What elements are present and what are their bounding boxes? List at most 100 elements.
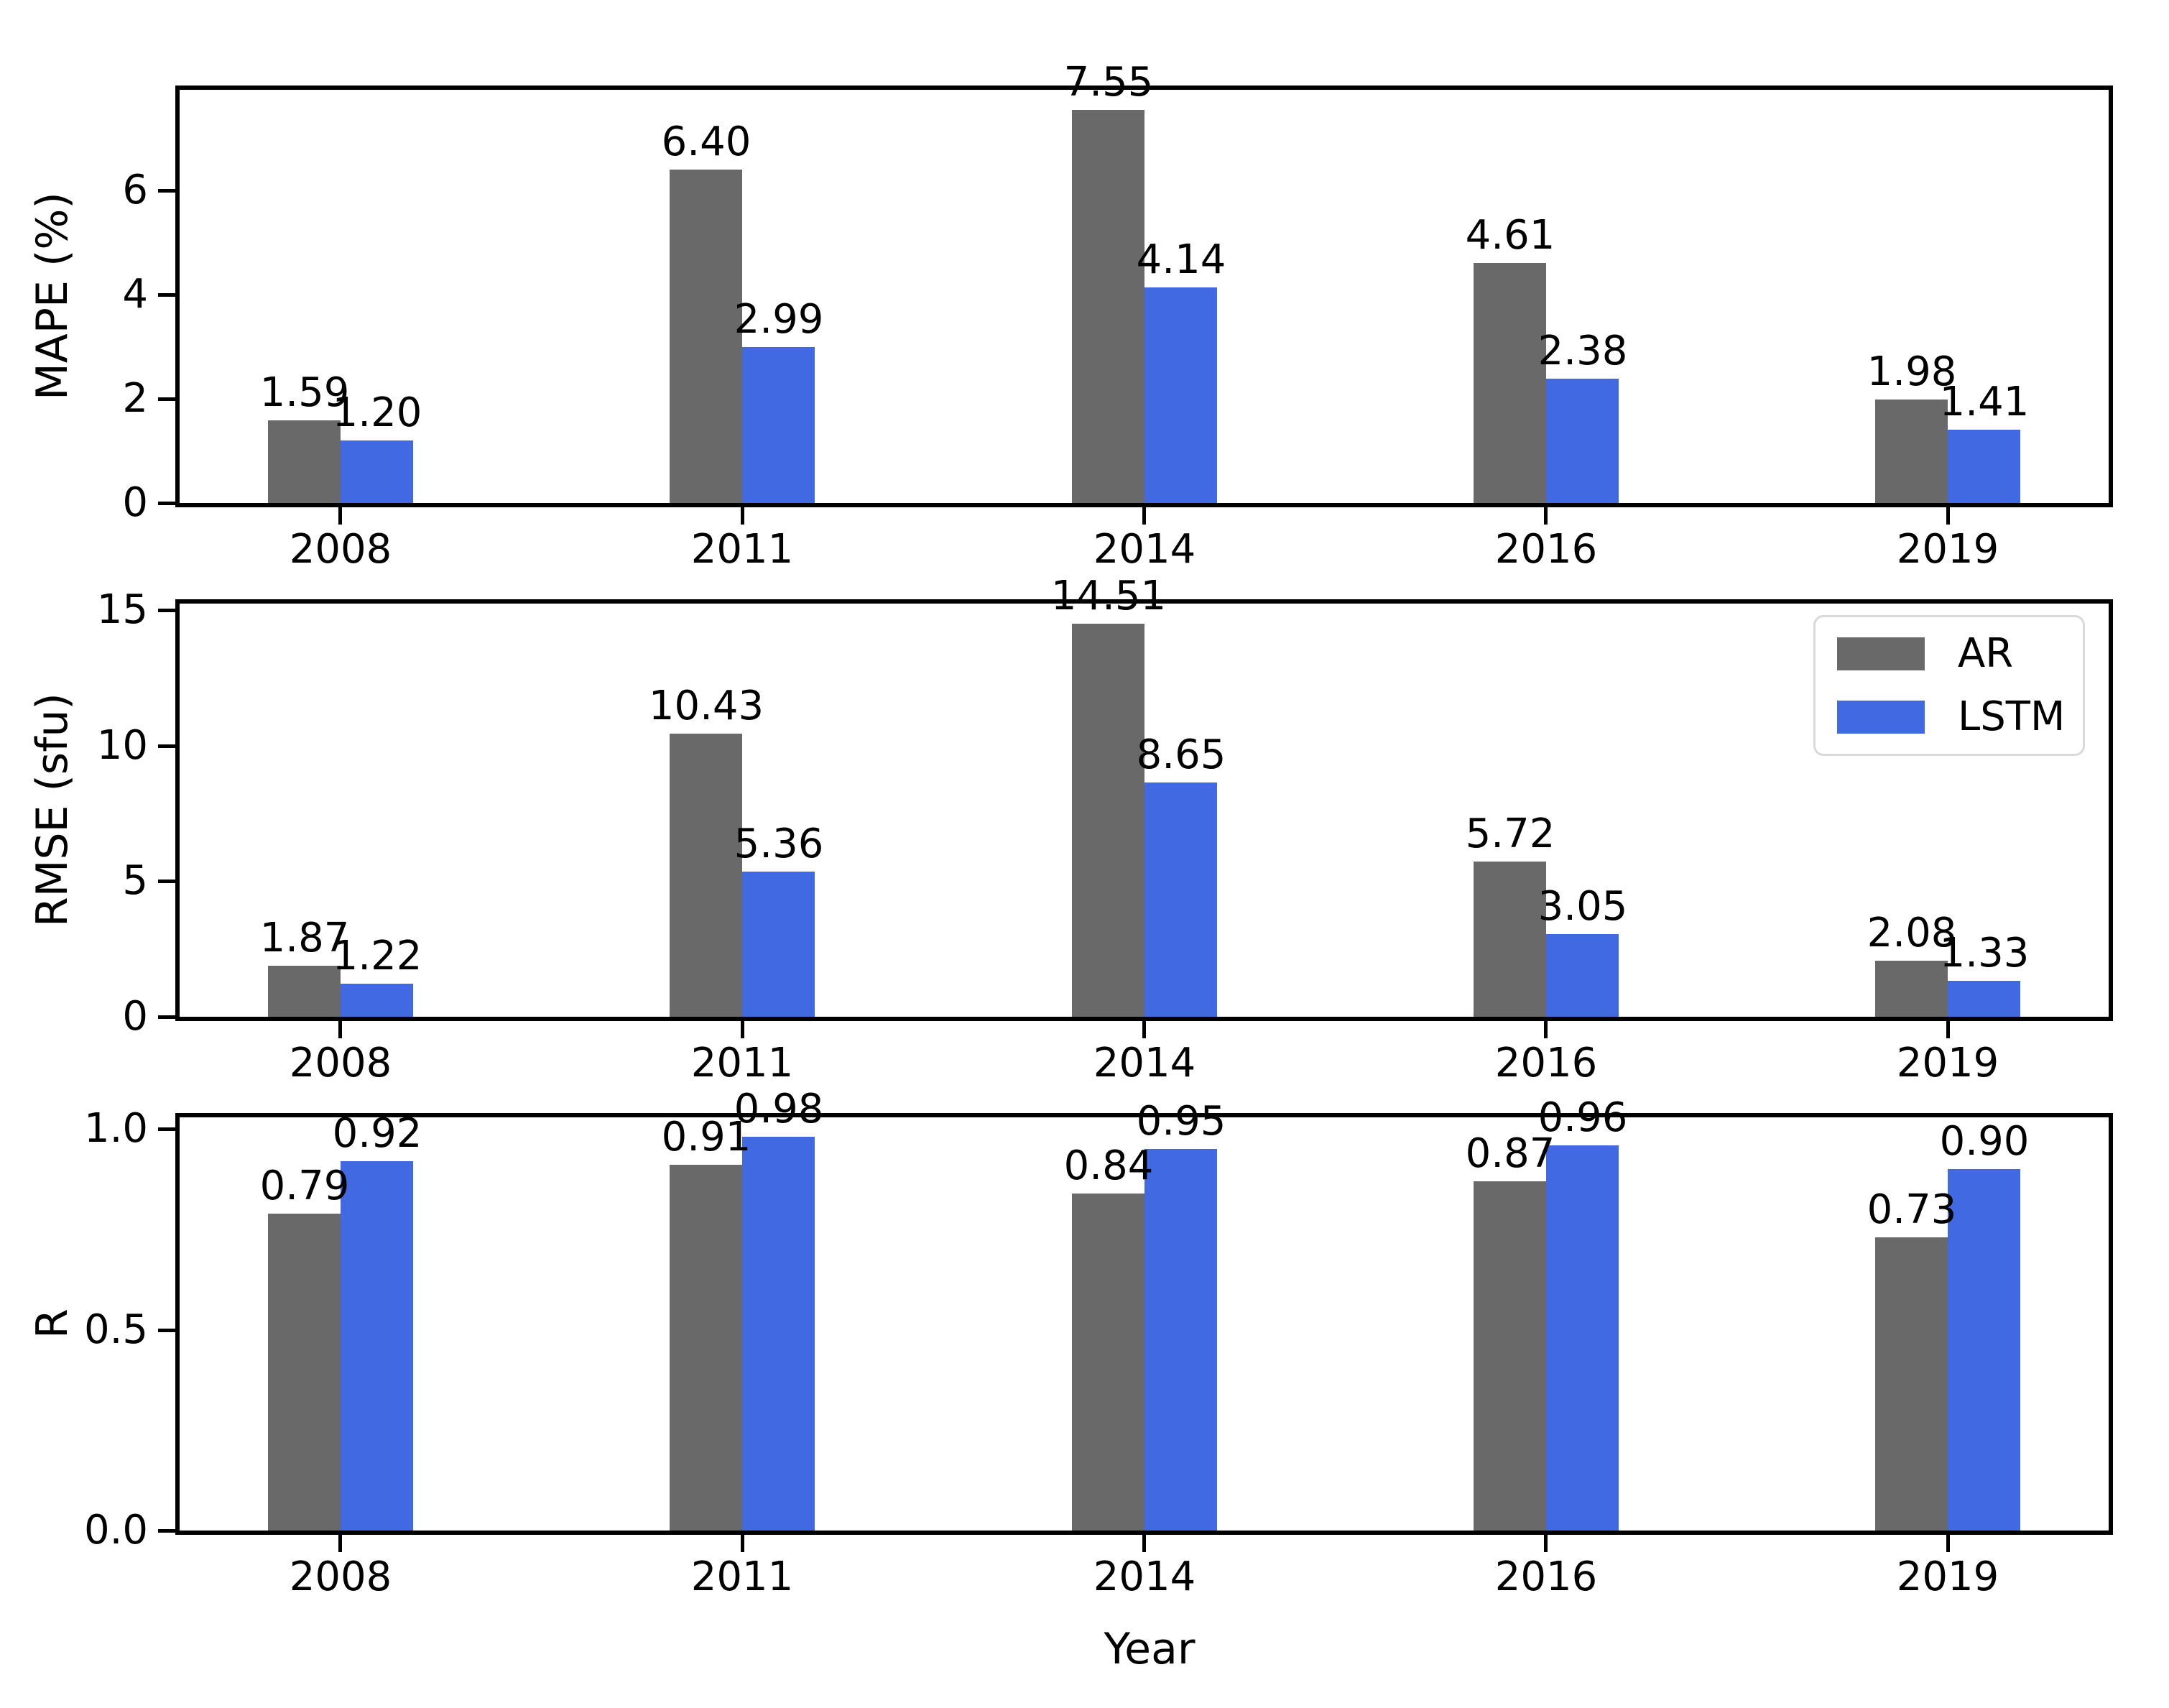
legend-row-ar: AR	[1837, 632, 2061, 675]
x-tick-mark-2008	[338, 507, 342, 525]
bar-ar-2019	[1875, 961, 1948, 1017]
bar-lstm-2016	[1546, 379, 1619, 503]
value-label-lstm-2019: 0.90	[1939, 1118, 2030, 1165]
value-label-lstm-2014: 0.95	[1136, 1098, 1226, 1145]
x-tick-label-2019: 2019	[1896, 1040, 1999, 1086]
y-tick-mark-5	[158, 880, 175, 883]
y-tick-label-10: 10	[96, 722, 148, 769]
value-label-lstm-2008: 1.22	[332, 933, 422, 979]
value-label-ar-2016: 0.87	[1465, 1130, 1555, 1177]
x-tick-label-2008: 2008	[289, 1040, 392, 1086]
x-tick-label-2011: 2011	[690, 1040, 794, 1086]
value-label-lstm-2019: 1.41	[1939, 379, 2030, 425]
value-label-ar-2014: 7.55	[1063, 59, 1154, 106]
x-tick-mark-2011	[741, 507, 744, 525]
x-tick-label-2016: 2016	[1494, 1040, 1598, 1086]
y-tick-mark-0.0	[158, 1529, 175, 1533]
value-label-ar-2019: 1.98	[1867, 348, 1957, 395]
y-tick-label-0.5: 0.5	[83, 1306, 148, 1353]
legend-row-lstm: LSTM	[1837, 696, 2065, 739]
x-tick-mark-2016	[1544, 1535, 1548, 1552]
value-label-lstm-2016: 2.38	[1537, 328, 1628, 374]
bar-ar-2008	[268, 420, 341, 503]
value-label-ar-2011: 6.40	[661, 119, 751, 165]
y-tick-label-15: 15	[96, 586, 148, 633]
x-tick-label-2014: 2014	[1093, 526, 1196, 573]
bar-ar-2019	[1875, 1237, 1948, 1531]
value-label-lstm-2016: 0.96	[1537, 1094, 1628, 1141]
value-label-lstm-2014: 4.14	[1136, 236, 1226, 283]
y-tick-label-4: 4	[122, 271, 148, 318]
bar-ar-2014	[1072, 624, 1144, 1017]
y-tick-label-2: 2	[122, 375, 148, 422]
x-tick-label-2011: 2011	[690, 526, 794, 573]
bar-ar-2014	[1072, 110, 1144, 503]
value-label-lstm-2011: 5.36	[734, 821, 824, 867]
value-label-ar-2016: 5.72	[1465, 811, 1555, 857]
x-tick-mark-2014	[1142, 1021, 1146, 1038]
x-tick-mark-2019	[1946, 1535, 1950, 1552]
y-tick-mark-2	[158, 397, 175, 401]
y-tick-label-0: 0	[122, 479, 148, 526]
y-tick-label-0: 0	[122, 993, 148, 1040]
bar-ar-2016	[1474, 862, 1546, 1017]
bar-lstm-2008	[341, 984, 413, 1017]
value-label-lstm-2014: 8.65	[1136, 731, 1226, 778]
x-tick-label-2014: 2014	[1093, 1040, 1196, 1086]
y-tick-mark-6	[158, 189, 175, 193]
bar-ar-2011	[670, 170, 742, 503]
legend-swatch-ar	[1837, 637, 1925, 670]
bar-ar-2008	[268, 1214, 341, 1531]
value-label-lstm-2011: 0.98	[734, 1086, 824, 1132]
value-label-ar-2008: 1.87	[259, 915, 350, 961]
x-tick-mark-2019	[1946, 1021, 1950, 1038]
value-label-ar-2014: 0.84	[1063, 1142, 1154, 1189]
value-label-ar-2019: 0.73	[1867, 1186, 1957, 1233]
value-label-ar-2011: 10.43	[648, 683, 764, 729]
legend-swatch-lstm	[1837, 701, 1925, 734]
x-tick-label-2014: 2014	[1093, 1554, 1196, 1600]
x-tick-label-2008: 2008	[289, 526, 392, 573]
x-tick-mark-2019	[1946, 507, 1950, 525]
bar-ar-2014	[1072, 1194, 1144, 1531]
bar-lstm-2019	[1948, 430, 2020, 503]
x-tick-label-2019: 2019	[1896, 1554, 1999, 1600]
legend-label-lstm: LSTM	[1958, 693, 2066, 740]
x-tick-label-2016: 2016	[1494, 1554, 1598, 1600]
value-label-lstm-2016: 3.05	[1537, 883, 1628, 930]
x-tick-mark-2008	[338, 1021, 342, 1038]
x-tick-mark-2011	[741, 1021, 744, 1038]
y-tick-label-1.0: 1.0	[83, 1105, 148, 1152]
bar-ar-2008	[268, 966, 341, 1017]
bar-lstm-2008	[341, 1161, 413, 1531]
bar-ar-2016	[1474, 1181, 1546, 1531]
y-tick-mark-10	[158, 744, 175, 748]
x-tick-mark-2014	[1142, 507, 1146, 525]
x-tick-label-2008: 2008	[289, 1554, 392, 1600]
bar-ar-2011	[670, 734, 742, 1017]
value-label-ar-2011: 0.91	[661, 1114, 751, 1160]
y-tick-label-5: 5	[122, 857, 148, 904]
y-tick-mark-15	[158, 609, 175, 612]
bar-lstm-2016	[1546, 934, 1619, 1017]
x-tick-mark-2014	[1142, 1535, 1146, 1552]
y-tick-mark-1.0	[158, 1127, 175, 1131]
y-tick-mark-4	[158, 293, 175, 297]
bar-lstm-2019	[1948, 981, 2020, 1017]
y-tick-mark-0	[158, 1015, 175, 1019]
bar-lstm-2019	[1948, 1169, 2020, 1531]
bar-lstm-2008	[341, 440, 413, 503]
bar-lstm-2014	[1144, 1149, 1217, 1531]
bar-lstm-2011	[742, 1137, 815, 1531]
value-label-lstm-2008: 0.92	[332, 1110, 422, 1157]
y-tick-mark-0.5	[158, 1329, 175, 1332]
x-tick-label-2011: 2011	[690, 1554, 794, 1600]
bar-ar-2019	[1875, 400, 1948, 503]
y-tick-label-6: 6	[122, 167, 148, 213]
bar-ar-2011	[670, 1165, 742, 1531]
bar-ar-2016	[1474, 263, 1546, 503]
value-label-ar-2008: 1.59	[259, 369, 350, 416]
value-label-lstm-2011: 2.99	[734, 296, 824, 343]
